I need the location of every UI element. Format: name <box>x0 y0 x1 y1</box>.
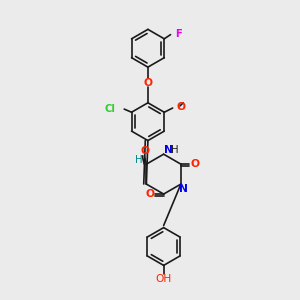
Text: O: O <box>143 78 152 88</box>
Text: N: N <box>164 145 173 155</box>
Text: H: H <box>135 155 142 165</box>
Text: Cl: Cl <box>105 104 116 114</box>
Text: O: O <box>177 102 186 112</box>
Text: H: H <box>171 145 179 155</box>
Text: F: F <box>175 28 182 39</box>
Text: O: O <box>190 159 199 169</box>
Text: OH: OH <box>155 274 172 284</box>
Text: N: N <box>178 184 188 194</box>
Text: O: O <box>141 146 150 155</box>
Text: O: O <box>146 189 154 199</box>
